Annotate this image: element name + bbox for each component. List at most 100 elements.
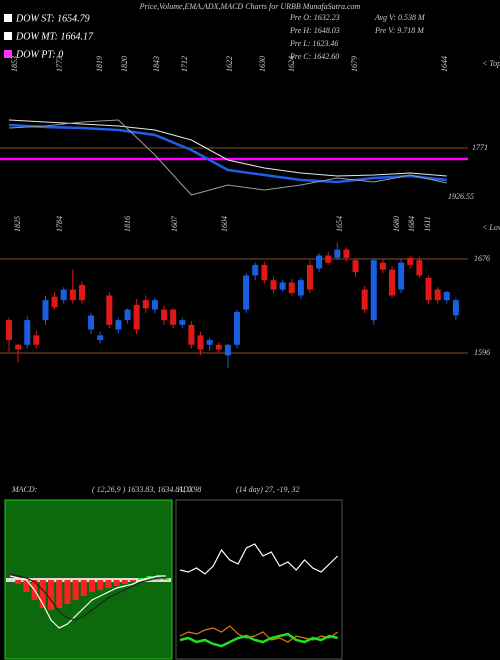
candle-body: [151, 300, 158, 310]
top-marker: 1819: [95, 56, 104, 72]
candle-body: [206, 340, 213, 345]
adx-panel: [175, 499, 343, 660]
candle-body: [142, 300, 149, 309]
legend-swatch: [4, 32, 12, 40]
macd-bar: [56, 580, 63, 608]
candle-body: [78, 284, 85, 301]
candle-body: [234, 311, 240, 345]
legend-text: DOW MT: 1664.17: [15, 31, 94, 42]
candle-body: [106, 295, 113, 325]
candle-body: [370, 260, 377, 321]
macd-bar: [64, 580, 71, 604]
low-marker: 1654: [335, 216, 344, 232]
macd-bar: [72, 580, 79, 600]
line-series: [179, 632, 338, 648]
candle-body: [197, 335, 204, 350]
macd-bar: [162, 578, 169, 580]
candle-body: [6, 320, 12, 341]
candle-body: [452, 300, 459, 316]
top-marker: 1679: [350, 56, 359, 72]
macd-bar: [23, 580, 30, 592]
macd-bar: [39, 580, 46, 608]
candle-body: [243, 275, 250, 310]
level-label: 1596: [474, 348, 490, 357]
line-series: [179, 543, 339, 575]
info-text: Avg V: 0.538 M: [374, 13, 426, 22]
top-marker: 1843: [152, 56, 161, 72]
candle-body: [15, 344, 22, 350]
low-marker: 1816: [123, 216, 132, 232]
candle-body: [407, 257, 414, 265]
candle-body: [416, 260, 423, 276]
line-series: [8, 119, 447, 196]
line-series: [8, 119, 447, 177]
low-marker: 1607: [170, 215, 179, 232]
low-marker: 1611: [423, 216, 432, 231]
macd-bar: [121, 580, 128, 584]
macd-bar: [97, 580, 104, 590]
candle-body: [325, 255, 332, 263]
candle-body: [261, 264, 268, 281]
candle-body: [279, 282, 286, 290]
candle-body: [115, 320, 122, 330]
low-marker: 1784: [55, 216, 64, 232]
panel-subtitle: (14 day) 27, -19, 32: [236, 485, 300, 494]
macd-bar: [138, 578, 145, 580]
candle-body: [389, 269, 396, 296]
level-label: 1771: [472, 143, 488, 152]
candle-body: [379, 262, 386, 270]
panel-title: ADX: [177, 485, 195, 494]
info-text: Pre H: 1648.03: [289, 26, 340, 35]
low-marker: 1680: [392, 216, 401, 232]
panel-title: MACD:: [11, 485, 38, 494]
info-text: Pre C: 1642.60: [289, 52, 339, 61]
candle-body: [60, 289, 67, 301]
candle-body: [170, 309, 177, 325]
top-marker: 1773: [55, 56, 64, 72]
candle-body: [297, 280, 304, 296]
candle-body: [33, 335, 40, 345]
candle-body: [24, 320, 31, 345]
candle-body: [188, 324, 195, 345]
candle-body: [425, 277, 432, 301]
low-marker: 1604: [220, 216, 229, 232]
candle-body: [316, 255, 323, 269]
candle-body: [343, 249, 350, 258]
candle-body: [51, 296, 58, 308]
candle-body: [224, 344, 231, 356]
macd-bar: [105, 580, 112, 588]
candle-body: [434, 289, 441, 301]
zero-band: [6, 578, 171, 582]
macd-bar: [15, 580, 22, 584]
info-text: Pre L: 1623.46: [289, 39, 338, 48]
candle-body: [179, 320, 186, 325]
candle-body: [124, 309, 131, 321]
page-title: Price,Volume,EMA,ADX,MACD Charts for URB…: [139, 2, 361, 11]
panel-subtitle: ( 12,26,9 ) 1633.83, 1634.81, 0.98: [92, 485, 201, 494]
candle-body: [97, 335, 104, 341]
marker-label: < Tops: [482, 59, 500, 68]
legend-swatch: [4, 14, 12, 22]
candle-body: [42, 300, 49, 321]
candle-body: [334, 249, 341, 258]
candle-body: [88, 315, 95, 330]
low-marker: 1825: [13, 216, 22, 232]
candle-body: [270, 280, 277, 290]
macd-bar: [130, 580, 136, 582]
macd-bar: [89, 580, 95, 592]
candle-body: [398, 262, 405, 290]
candle-body: [361, 289, 368, 310]
top-marker: 1644: [440, 56, 449, 72]
marker-label: < Lows: [482, 223, 500, 232]
line-series: [8, 123, 447, 184]
candle-body: [215, 344, 222, 350]
top-marker: 1853: [10, 56, 19, 72]
top-marker: 1622: [225, 56, 234, 72]
candle-body: [161, 309, 168, 321]
candle-body: [133, 304, 140, 330]
top-marker: 1712: [180, 56, 189, 72]
candle-body: [288, 282, 295, 294]
legend-text: DOW ST: 1654.79: [15, 13, 90, 24]
line-series: [9, 575, 166, 629]
